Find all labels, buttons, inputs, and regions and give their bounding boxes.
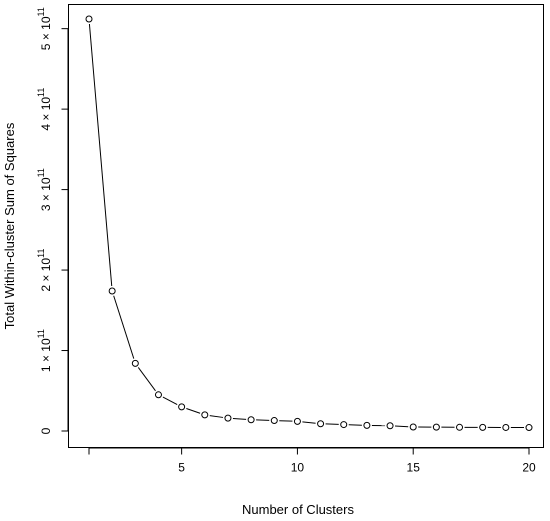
data-point: [178, 403, 186, 411]
series-segment: [302, 421, 316, 424]
series-segment: [88, 23, 113, 287]
series-segment: [395, 425, 409, 428]
y-axis: 0 1 × 1011 2 × 1011 3 × 1011 4 × 1011 5 × 101…: [36, 7, 69, 434]
series-segment: [137, 367, 156, 392]
data-point: [108, 287, 116, 295]
x-tick-label: 20: [522, 461, 536, 475]
x-tick-label: 15: [407, 461, 421, 475]
series-segment: [186, 408, 201, 414]
data-point: [479, 423, 487, 431]
data-point: [340, 421, 348, 429]
plot-frame: [68, 4, 544, 448]
y-axis-label: Total Within-cluster Sum of Squares: [2, 122, 17, 329]
series-segment: [162, 396, 178, 405]
y-tick-label: 2 × 1011: [36, 249, 53, 292]
series-segment: [209, 415, 224, 418]
y-tick-label: 3 × 1011: [36, 168, 53, 211]
series-segment: [232, 417, 247, 420]
series-segment: [113, 295, 135, 359]
y-tick-label: 0: [39, 427, 53, 434]
data-point: [270, 417, 278, 425]
data-point: [525, 424, 533, 432]
data-point: [317, 420, 325, 428]
x-axis: 5 10 15 20: [88, 447, 536, 475]
data-point: [432, 423, 440, 431]
x-tick-label: 5: [178, 461, 185, 475]
data-point: [502, 423, 510, 431]
series-group: [85, 15, 533, 432]
data-point: [224, 414, 232, 422]
data-point: [456, 423, 464, 431]
x-tick-label: 10: [291, 461, 305, 475]
data-point: [154, 391, 162, 399]
y-tick-label: 5 × 1011: [36, 7, 53, 50]
data-point: [201, 411, 209, 419]
data-point: [85, 15, 93, 23]
y-tick-label: 1 × 1011: [36, 329, 53, 372]
data-point: [293, 417, 301, 425]
data-point: [386, 422, 394, 430]
data-point: [363, 421, 371, 429]
data-point: [131, 359, 139, 367]
data-point: [247, 416, 255, 424]
data-point: [409, 423, 417, 431]
x-axis-label: Number of Clusters: [242, 502, 354, 517]
y-tick-label: 4 × 1011: [36, 88, 53, 131]
